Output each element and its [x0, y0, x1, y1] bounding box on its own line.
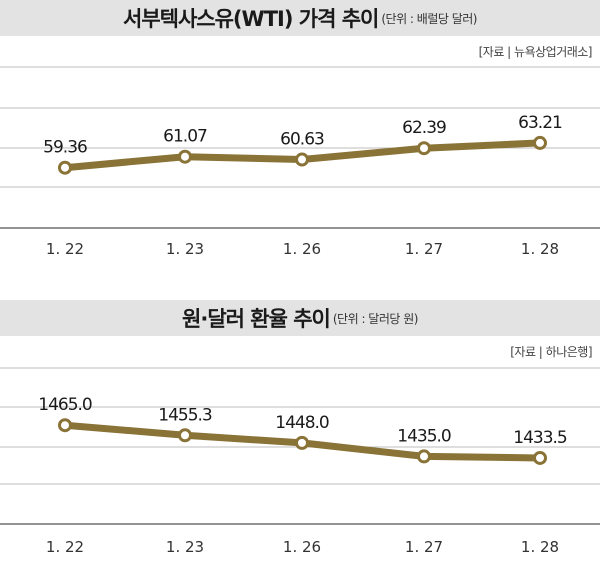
krw-data-point — [178, 428, 192, 443]
wti-x-tick-label: 1. 27 — [405, 240, 443, 258]
wti-chart-title: 서부텍사스유(WTI) 가격 추이 — [123, 7, 379, 31]
wti-chart-unit: (단위 : 배럴당 달러) — [381, 11, 477, 26]
wti-x-tick-label: 1. 22 — [46, 240, 84, 258]
krw-x-tick-label: 1. 22 — [46, 538, 84, 556]
krw-title-bar: 원·달러 환율 추이 (단위 : 달러당 원) — [0, 300, 600, 336]
wti-x-tick-label: 1. 28 — [521, 240, 559, 258]
wti-data-label: 61.07 — [163, 127, 207, 147]
krw-data-point — [533, 450, 547, 465]
krw-line-chart: 1465.0 1. 22 1455.3 1. 23 1448.0 1. 26 1435.0 1… — [0, 367, 600, 556]
krw-x-tick-label: 1. 23 — [166, 538, 204, 556]
krw-data-label: 1455.3 — [158, 405, 212, 425]
krw-chart-title: 원·달러 환율 추이 — [182, 307, 331, 331]
krw-data-label: 1465.0 — [38, 395, 92, 415]
krw-data-label: 1435.0 — [397, 426, 451, 446]
wti-title-bar: 서부텍사스유(WTI) 가격 추이 (단위 : 배럴당 달러) — [0, 0, 600, 36]
krw-x-tick-label: 1. 27 — [405, 538, 443, 556]
wti-data-label: 59.36 — [43, 138, 87, 158]
wti-data-point — [178, 149, 192, 164]
wti-source: [자료 | 뉴욕상업거래소] — [478, 45, 593, 59]
wti-line-chart: 59.36 1. 22 61.07 1. 23 60.63 1. 26 62.39 1. 27… — [0, 66, 600, 258]
wti-data-label: 62.39 — [402, 118, 446, 138]
krw-data-label: 1448.0 — [275, 413, 329, 433]
wti-data-point — [58, 160, 72, 175]
wti-x-tick-label: 1. 23 — [166, 240, 204, 258]
wti-x-tick-label: 1. 26 — [283, 240, 321, 258]
krw-x-tick-label: 1. 28 — [521, 538, 559, 556]
krw-chart-unit: (단위 : 달러당 원) — [332, 311, 419, 326]
krw-data-label: 1433.5 — [513, 428, 567, 448]
wti-data-point — [417, 141, 431, 156]
krw-chart-panel: 원·달러 환율 추이 (단위 : 달러당 원) [자료 | 하나은행] 1465… — [0, 300, 600, 581]
wti-data-label: 63.21 — [518, 113, 562, 133]
wti-data-label: 60.63 — [280, 130, 324, 150]
wti-data-point — [295, 152, 309, 167]
krw-source: [자료 | 하나은행] — [510, 345, 592, 359]
wti-data-point — [533, 135, 547, 150]
wti-chart-panel: 서부텍사스유(WTI) 가격 추이 (단위 : 배럴당 달러) [자료 | 뉴욕… — [0, 0, 600, 290]
krw-data-point — [417, 449, 431, 464]
krw-x-tick-label: 1. 26 — [283, 538, 321, 556]
krw-data-point — [58, 418, 72, 433]
krw-data-point — [295, 435, 309, 450]
